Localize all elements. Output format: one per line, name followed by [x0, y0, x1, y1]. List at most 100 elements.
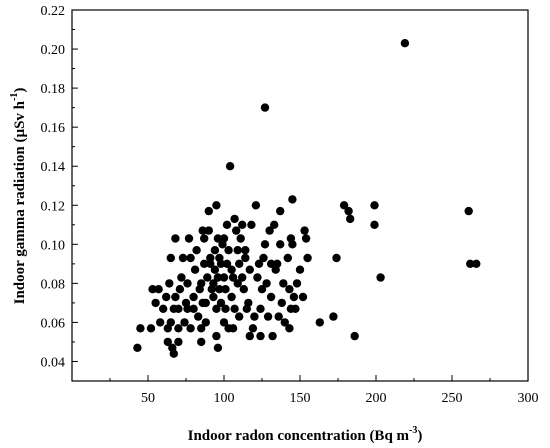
- data-point: [370, 220, 379, 229]
- data-point: [197, 279, 206, 288]
- data-point: [136, 324, 145, 333]
- x-tick-label: 250: [442, 391, 463, 406]
- data-point: [376, 273, 385, 282]
- data-point: [288, 195, 297, 204]
- data-point: [183, 279, 192, 288]
- data-point: [163, 337, 172, 347]
- data-point: [227, 292, 236, 302]
- x-tick-label: 200: [366, 391, 387, 406]
- data-point: [224, 246, 233, 255]
- data-point: [276, 240, 285, 249]
- y-tick-label: 0.16: [41, 121, 66, 136]
- data-point: [265, 226, 274, 235]
- data-point: [213, 273, 223, 282]
- data-point: [151, 298, 160, 308]
- data-point: [174, 304, 183, 313]
- y-tick-label: 0.22: [41, 4, 66, 19]
- data-point: [329, 312, 338, 321]
- data-point: [212, 201, 221, 210]
- data-point: [259, 253, 268, 263]
- data-point: [245, 331, 254, 341]
- data-point: [166, 318, 175, 327]
- data-point: [192, 246, 201, 255]
- data-point: [260, 103, 270, 112]
- y-axis-title: Indoor gamma radiation (µSv h-1): [9, 88, 28, 305]
- data-point: [238, 220, 247, 229]
- data-point: [154, 285, 163, 294]
- y-tick-label: 0.14: [41, 160, 66, 175]
- data-point: [232, 226, 241, 235]
- data-point: [148, 285, 157, 294]
- data-point: [370, 201, 379, 210]
- data-point: [190, 265, 200, 274]
- data-point: [213, 343, 223, 352]
- data-point: [171, 292, 180, 302]
- data-point: [466, 259, 475, 268]
- data-point: [339, 201, 349, 210]
- data-point: [222, 259, 232, 268]
- data-point: [464, 206, 473, 216]
- data-point: [274, 312, 283, 321]
- data-point: [219, 318, 229, 327]
- data-point: [256, 304, 265, 313]
- data-point: [289, 292, 299, 302]
- data-point: [201, 298, 210, 308]
- data-point: [332, 253, 341, 263]
- data-point: [230, 214, 239, 224]
- data-point: [201, 318, 210, 327]
- data-point: [216, 259, 226, 268]
- data-point: [184, 234, 194, 243]
- x-tick-label: 100: [214, 391, 235, 406]
- data-point: [285, 285, 294, 294]
- data-point: [301, 234, 311, 243]
- data-point: [197, 337, 206, 347]
- data-point: [350, 331, 359, 341]
- data-point: [279, 279, 288, 288]
- data-point: [165, 279, 174, 288]
- data-point: [235, 312, 244, 321]
- data-point: [273, 259, 282, 268]
- data-point: [251, 201, 261, 210]
- data-point: [215, 285, 224, 294]
- y-tick-label: 0.18: [41, 82, 66, 97]
- x-tick-label: 300: [518, 391, 539, 406]
- data-point: [186, 324, 195, 333]
- data-point: [283, 253, 292, 263]
- data-point: [216, 298, 226, 308]
- y-tick-label: 0.04: [41, 355, 66, 370]
- data-point: [227, 265, 236, 274]
- data-point: [262, 279, 271, 288]
- data-point: [250, 312, 259, 321]
- data-point: [247, 220, 256, 229]
- data-point: [248, 324, 258, 333]
- data-point: [171, 234, 180, 243]
- data-point: [256, 331, 265, 341]
- data-point: [133, 343, 142, 352]
- data-point: [233, 246, 242, 255]
- data-point: [241, 253, 250, 263]
- data-point: [295, 265, 305, 274]
- data-point: [178, 253, 188, 263]
- data-point: [198, 226, 207, 235]
- y-tick-label: 0.20: [41, 43, 66, 58]
- data-point: [204, 206, 213, 216]
- y-tick-label: 0.06: [41, 316, 66, 331]
- x-tick-label: 150: [290, 391, 311, 406]
- data-point: [209, 279, 218, 288]
- data-point: [186, 253, 195, 263]
- data-point: [213, 234, 223, 243]
- data-point: [204, 226, 213, 235]
- data-point: [206, 253, 215, 263]
- data-point: [221, 285, 230, 294]
- data-point: [303, 253, 312, 263]
- data-point: [166, 253, 175, 263]
- data-point: [174, 324, 183, 333]
- data-point: [162, 292, 171, 302]
- y-tick-label: 0.08: [41, 277, 66, 292]
- data-point: [210, 246, 220, 255]
- data-point: [233, 279, 242, 288]
- y-tick-label: 0.10: [41, 238, 66, 253]
- data-point: [276, 206, 285, 216]
- data-point: [257, 285, 267, 294]
